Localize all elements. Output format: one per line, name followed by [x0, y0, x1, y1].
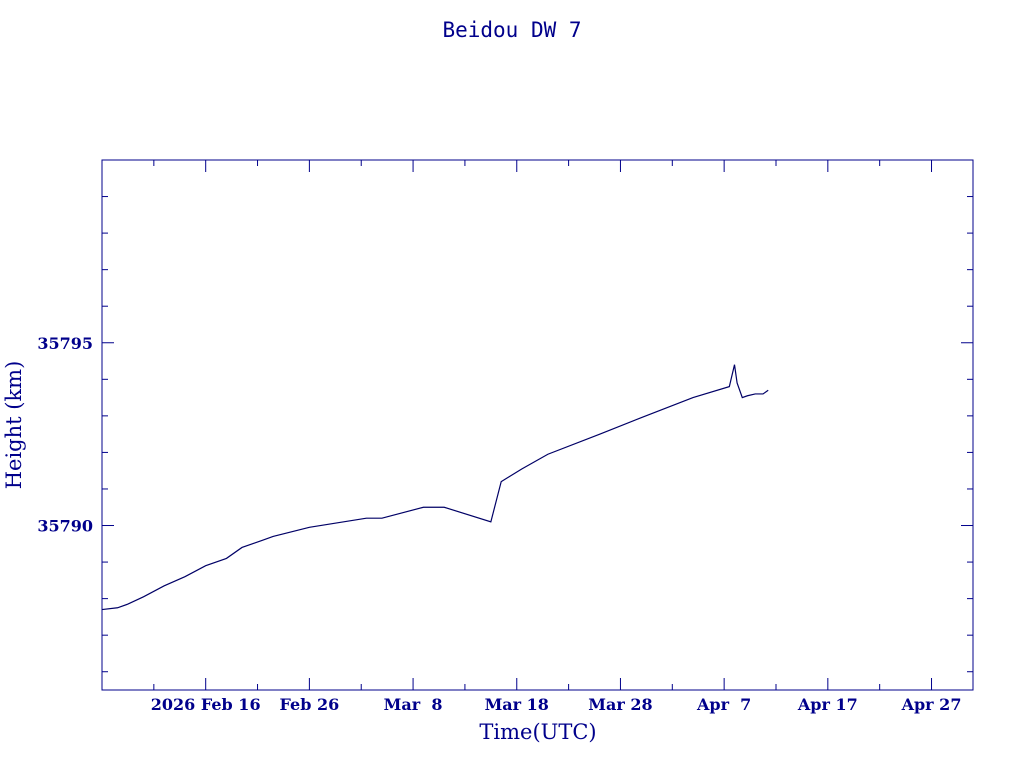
- series-line: [101, 364, 769, 611]
- x-tick-label: Mar 18: [485, 695, 549, 714]
- y-axis-title: Height (km): [2, 361, 26, 490]
- y-tick-labels: 35790 35795: [37, 334, 93, 536]
- y-tick-label: 35795: [37, 334, 93, 353]
- x-tick-label: Apr 7: [696, 695, 751, 714]
- chart-title: Beidou DW 7: [442, 18, 581, 42]
- x-tick-label: Apr 17: [797, 695, 858, 714]
- x-tick-label: Mar 8: [384, 695, 443, 714]
- x-tick-labels: 2026 Feb 16 Feb 26 Mar 8 Mar 18 Mar 28 Apr 7 A…: [151, 695, 962, 714]
- x-tick-label: 2026 Feb 16: [151, 695, 261, 714]
- x-tick-label: Apr 27: [901, 695, 962, 714]
- x-tick-label: Mar 28: [588, 695, 652, 714]
- y-tick-label: 35790: [37, 517, 93, 536]
- ticks-layer: [101, 159, 973, 690]
- x-tick-label: Feb 26: [280, 695, 340, 714]
- x-axis-title: Time(UTC): [479, 720, 596, 744]
- plot-frame: [101, 159, 974, 691]
